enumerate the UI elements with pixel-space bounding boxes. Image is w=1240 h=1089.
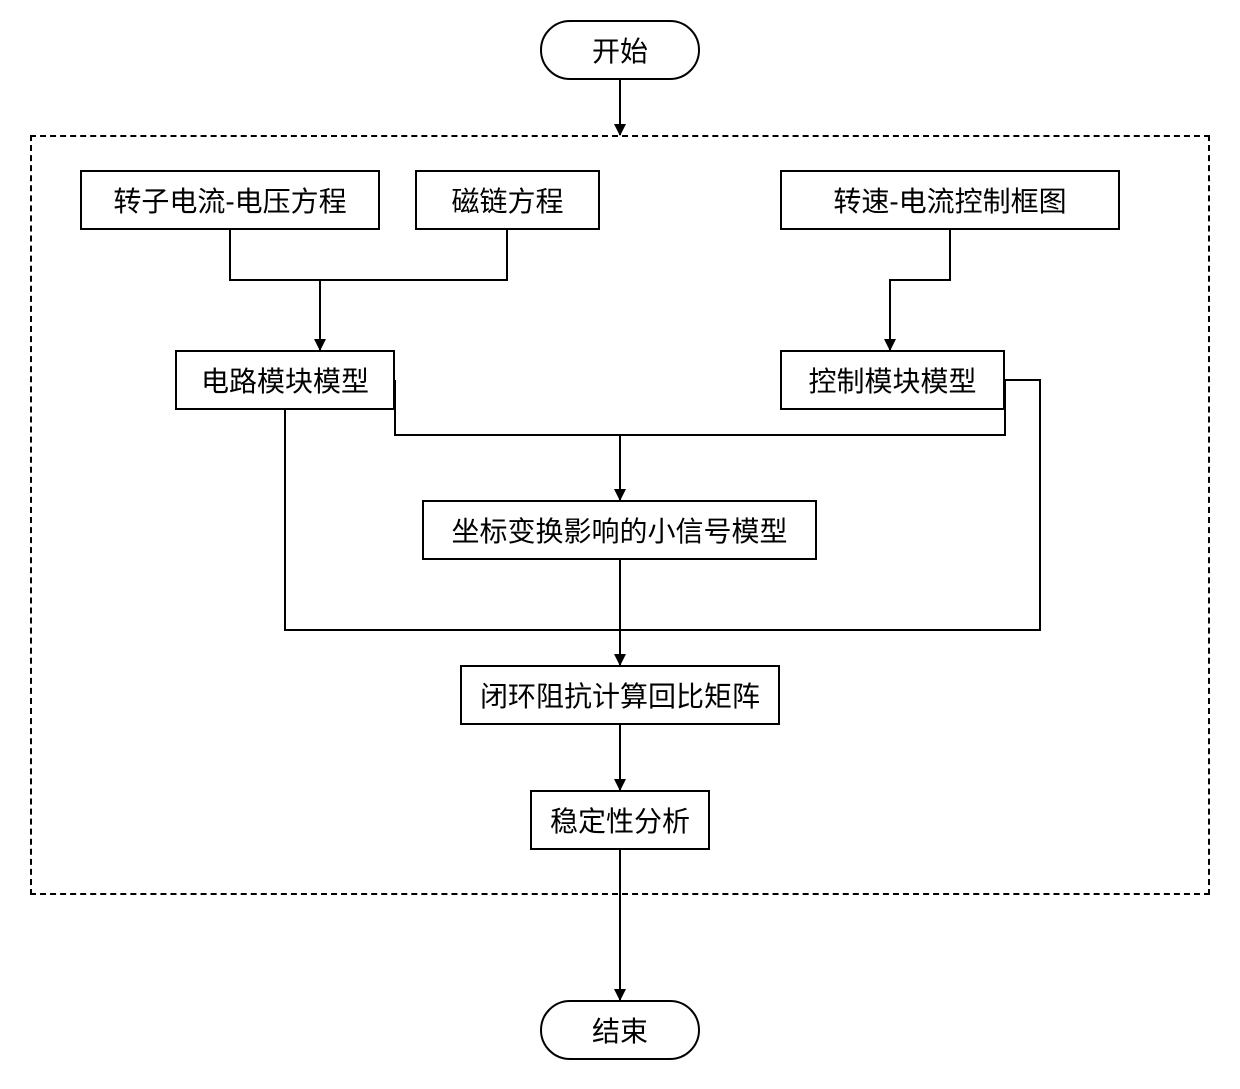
control-module-node: 控制模块模型 [780, 350, 1005, 410]
start-label: 开始 [592, 30, 648, 70]
speed-current-control-label: 转速-电流控制框图 [833, 180, 1066, 220]
coord-small-signal-node: 坐标变换影响的小信号模型 [422, 500, 817, 560]
end-label: 结束 [592, 1010, 648, 1050]
flux-equation-node: 磁链方程 [415, 170, 600, 230]
rotor-equation-node: 转子电流-电压方程 [80, 170, 380, 230]
closed-loop-impedance-node: 闭环阻抗计算回比矩阵 [460, 665, 780, 725]
control-module-label: 控制模块模型 [808, 360, 976, 400]
stability-analysis-label: 稳定性分析 [550, 800, 690, 840]
stability-analysis-node: 稳定性分析 [530, 790, 710, 850]
coord-small-signal-label: 坐标变换影响的小信号模型 [451, 510, 787, 550]
end-node: 结束 [540, 1000, 700, 1060]
rotor-equation-label: 转子电流-电压方程 [113, 180, 346, 220]
circuit-module-node: 电路模块模型 [175, 350, 395, 410]
speed-current-control-node: 转速-电流控制框图 [780, 170, 1120, 230]
flowchart-canvas: 开始 转子电流-电压方程 磁链方程 转速-电流控制框图 电路模块模型 控制模块模… [0, 0, 1240, 1089]
circuit-module-label: 电路模块模型 [201, 360, 369, 400]
flux-equation-label: 磁链方程 [451, 180, 563, 220]
start-node: 开始 [540, 20, 700, 80]
closed-loop-impedance-label: 闭环阻抗计算回比矩阵 [480, 675, 760, 715]
